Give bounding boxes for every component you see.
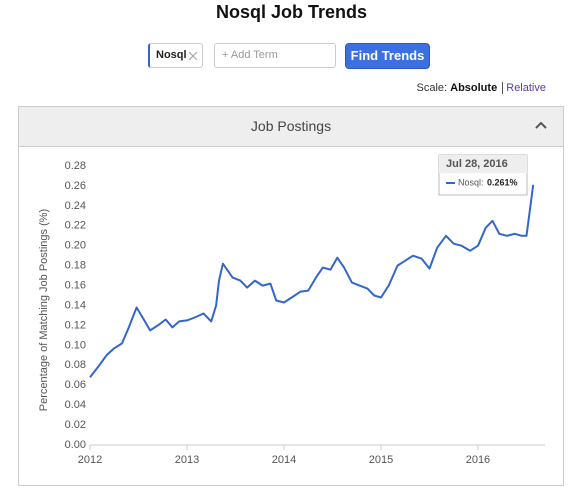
tooltip: Jul 28, 2016 Nosql: 0.261% [438, 154, 528, 196]
y-axis-label: Percentage of Matching Job Postings (%) [38, 209, 50, 411]
y-tick-label: 0.24 [65, 200, 86, 212]
y-tick-label: 0.22 [65, 220, 86, 232]
x-tick-label: 2014 [272, 454, 296, 466]
x-tick-label: 2015 [369, 454, 393, 466]
scale-absolute[interactable]: Absolute [450, 82, 498, 94]
tooltip-label: Nosql: [458, 177, 484, 187]
y-tick-label: 0.18 [65, 260, 86, 272]
x-tick-label: 2016 [466, 454, 490, 466]
series-line [89, 184, 535, 378]
y-tick-label: 0.14 [65, 299, 86, 311]
remove-term[interactable] [189, 52, 197, 60]
y-tick-label: 0.26 [65, 180, 86, 192]
scale-relative[interactable]: Relative [502, 82, 546, 94]
x-tick-label: 2013 [175, 454, 199, 466]
panel-title: Job Postings [250, 118, 332, 134]
y-tick-label: 0.00 [65, 439, 86, 451]
tooltip-header [439, 155, 527, 173]
y-tick-label: 0.06 [65, 379, 86, 391]
tooltip-value: 0.261% [487, 177, 518, 187]
y-tick-label: 0.04 [65, 399, 86, 411]
y-tick-label: 0.10 [65, 339, 86, 351]
term-text: Nosql [156, 49, 187, 61]
find-trends-button[interactable]: Find Trends [345, 43, 430, 69]
y-tick-label: 0.02 [65, 419, 86, 431]
collapse-caret[interactable] [535, 121, 547, 129]
x-tick-label: 2012 [78, 454, 102, 466]
y-tick-label: 0.16 [65, 279, 86, 291]
scale-label: Scale: [416, 82, 448, 94]
scale-switch: Scale: Absolute Relative [416, 82, 546, 94]
page-title: Nosql Job Trends [215, 2, 368, 22]
tooltip-date: Jul 28, 2016 [446, 158, 508, 170]
y-tick-label: 0.08 [65, 359, 86, 371]
panel: Job Postings [18, 106, 564, 486]
y-tick-label: 0.12 [65, 319, 86, 331]
y-tick-label: 0.28 [65, 160, 86, 172]
y-tick-label: 0.20 [65, 240, 86, 252]
panel-header: Job Postings [19, 107, 563, 147]
term-chip[interactable]: Nosql [148, 43, 203, 68]
add-term-input[interactable]: + Add Term [214, 43, 336, 68]
